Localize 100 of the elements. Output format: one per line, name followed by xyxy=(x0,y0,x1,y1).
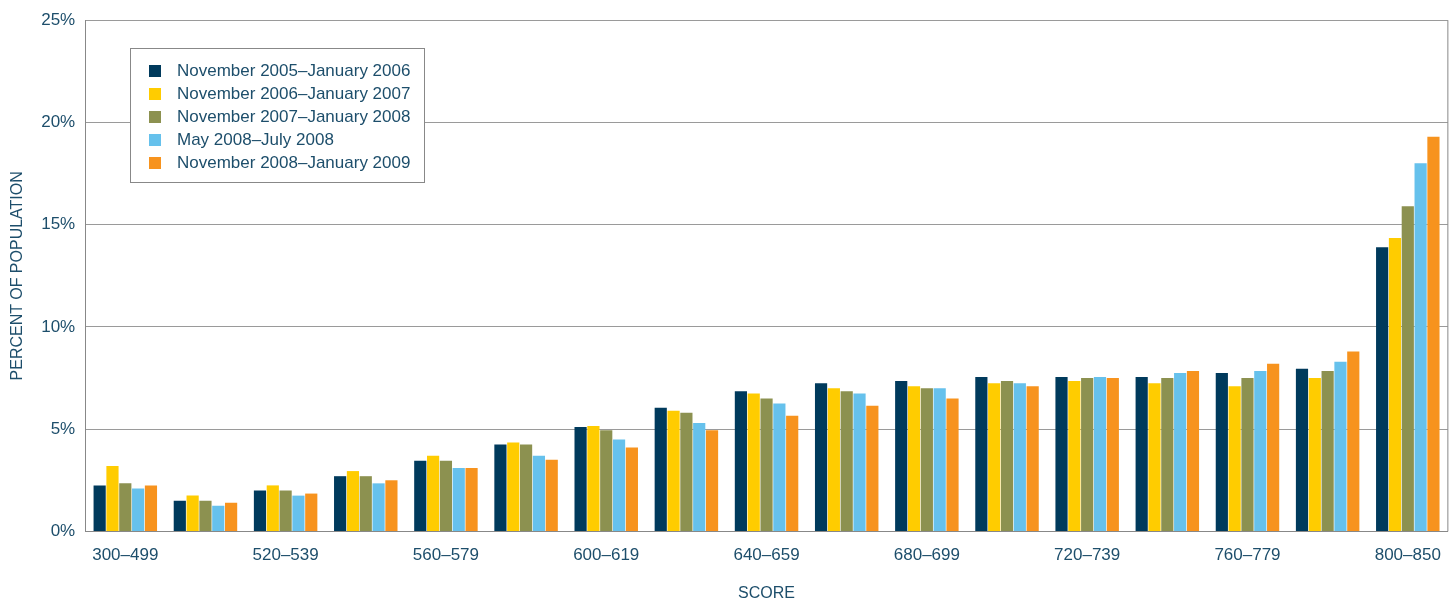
bar xyxy=(1106,378,1119,531)
bar xyxy=(144,485,158,531)
bar xyxy=(1228,386,1241,531)
bar xyxy=(1267,363,1280,531)
x-tick-label: 720–739 xyxy=(1054,545,1121,565)
bar xyxy=(1347,351,1360,531)
bar xyxy=(1376,247,1389,531)
y-tick-label: 10% xyxy=(41,316,76,336)
bar xyxy=(1000,381,1014,531)
bar xyxy=(1414,163,1427,531)
x-tick-label: 600–619 xyxy=(573,545,640,565)
bar xyxy=(292,495,305,531)
bar xyxy=(853,393,866,531)
bar xyxy=(1135,377,1148,531)
bar xyxy=(667,410,680,531)
bar xyxy=(93,485,106,531)
x-tick-label: 560–579 xyxy=(412,545,480,565)
bar xyxy=(933,388,946,531)
bar xyxy=(427,455,440,531)
bar xyxy=(907,386,921,531)
bar xyxy=(760,398,773,531)
bar xyxy=(439,460,453,531)
bar xyxy=(1055,377,1068,531)
legend-label: November 2006–January 2007 xyxy=(177,83,411,104)
bar xyxy=(1308,378,1321,531)
legend-label: November 2005–January 2006 xyxy=(177,60,411,81)
y-tick-label: 0% xyxy=(50,521,76,541)
bar xyxy=(253,490,267,531)
bar xyxy=(507,442,520,531)
bar xyxy=(1161,378,1174,531)
bar xyxy=(346,471,360,531)
bar xyxy=(266,485,279,531)
legend-label: May 2008–July 2008 xyxy=(177,129,334,150)
bar xyxy=(372,483,385,531)
legend-label: November 2008–January 2009 xyxy=(177,152,411,173)
x-tick-label: 680–699 xyxy=(893,545,960,565)
bar xyxy=(119,483,132,531)
bar xyxy=(132,488,145,531)
bar xyxy=(654,407,667,531)
bar xyxy=(895,381,908,531)
bar xyxy=(279,490,292,531)
bar xyxy=(625,447,638,531)
bar xyxy=(734,391,747,531)
bar xyxy=(773,403,786,531)
bar xyxy=(1334,361,1347,531)
bar xyxy=(946,398,959,531)
bar xyxy=(814,383,828,531)
bar xyxy=(452,468,465,531)
bar xyxy=(545,459,558,531)
bar xyxy=(186,495,199,531)
bar xyxy=(1254,370,1267,531)
bar xyxy=(414,460,427,531)
bar xyxy=(334,476,347,531)
bar xyxy=(1068,381,1081,531)
y-tick-label: 15% xyxy=(41,214,76,234)
x-tick-label: 300–499 xyxy=(92,545,159,565)
bar xyxy=(680,412,693,531)
bar xyxy=(705,430,719,531)
bar xyxy=(1081,378,1094,531)
x-tick-label: 640–659 xyxy=(733,545,800,565)
legend-label: November 2007–January 2008 xyxy=(177,106,411,127)
bar xyxy=(574,427,587,531)
bar xyxy=(1013,383,1026,531)
y-axis-title: PERCENT OF POPULATION xyxy=(8,171,26,381)
bar xyxy=(693,423,706,531)
bar xyxy=(587,426,600,531)
bar xyxy=(840,391,853,531)
bar xyxy=(305,493,318,531)
bar xyxy=(199,500,212,531)
bar xyxy=(106,465,119,531)
x-tick-label: 520–539 xyxy=(252,545,319,565)
bar xyxy=(1148,383,1161,531)
bar xyxy=(786,415,799,531)
bar xyxy=(920,388,933,531)
bar xyxy=(359,476,372,531)
bar xyxy=(532,455,545,531)
bar xyxy=(988,383,1001,531)
bar xyxy=(1427,136,1440,531)
y-tick-label: 20% xyxy=(41,112,76,132)
bar xyxy=(1186,370,1200,531)
bar xyxy=(1401,206,1414,531)
x-axis-title: SCORE xyxy=(738,583,795,601)
bar xyxy=(1174,372,1187,531)
bar xyxy=(465,468,478,531)
bar xyxy=(1295,368,1309,531)
bar xyxy=(612,439,626,531)
bar xyxy=(173,500,186,531)
bar xyxy=(975,377,988,531)
bar xyxy=(827,388,840,531)
bar xyxy=(494,444,507,531)
bar xyxy=(225,502,238,531)
y-tick-label: 25% xyxy=(41,9,76,29)
bar xyxy=(866,405,879,531)
bar xyxy=(1388,237,1402,531)
x-tick-label: 800–850 xyxy=(1374,545,1441,565)
bar xyxy=(600,430,613,531)
y-tick-label: 5% xyxy=(50,418,76,438)
bar xyxy=(212,505,225,531)
bar xyxy=(385,480,398,531)
bar xyxy=(747,393,760,531)
